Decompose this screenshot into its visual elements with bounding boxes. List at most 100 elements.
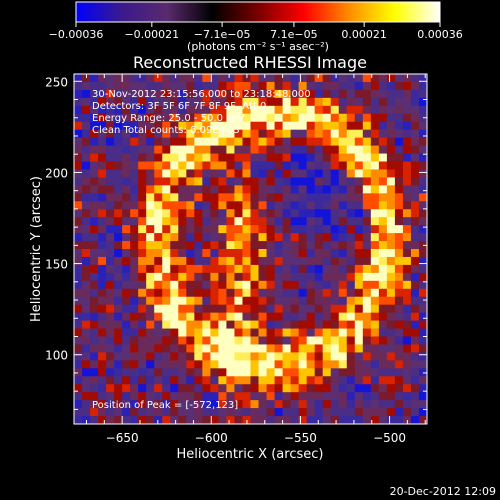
heatmap-cell [370,161,380,171]
heatmap-cell [362,280,372,290]
heatmap-cell [418,161,427,171]
heatmap-cell [242,201,252,210]
heatmap-cell [410,320,420,330]
heatmap-cell [114,328,123,338]
heatmap-cell [410,256,420,266]
heatmap-cell [218,209,228,218]
heatmap-cell [202,344,211,353]
heatmap-cell [274,249,284,258]
heatmap-cell [82,209,91,218]
heatmap-cell [146,344,155,353]
heatmap-cell [418,368,427,377]
heatmap-cell [170,256,179,266]
heatmap-cell [258,185,268,194]
heatmap-cell [154,137,163,147]
heatmap-cell [266,328,276,338]
heatmap-cell [386,225,396,234]
heatmap-cell [370,137,380,147]
colorbar-tick-label: 7.1e−05 [270,28,317,41]
heatmap-cell [250,137,260,147]
heatmap-cell [138,97,147,107]
heatmap-cell [402,241,412,250]
heatmap-cell [322,193,332,202]
heatmap-cell [338,129,348,139]
heatmap-cell [338,81,348,91]
heatmap-cell [338,328,348,338]
heatmap-cell [194,328,203,338]
heatmap-cell [186,185,195,194]
heatmap-cell [82,201,91,210]
heatmap-cell [258,129,268,139]
heatmap-cell [346,376,356,385]
heatmap-cell [226,392,236,401]
heatmap-cell [250,392,260,401]
colorbar-tick-label: −0.00021 [124,28,179,41]
heatmap-cell [298,145,308,155]
heatmap-cell [370,153,380,163]
heatmap-cell [274,177,284,186]
heatmap-cell [98,153,107,163]
heatmap-cell [298,153,308,163]
heatmap-cell [122,153,131,163]
heatmap-cell [410,185,420,194]
heatmap-cell [210,360,220,369]
heatmap-cell [418,74,427,83]
heatmap-cell [282,336,292,346]
heatmap-cell [82,169,91,178]
heatmap-cell [378,312,388,322]
heatmap-cell [202,193,211,202]
heatmap-cell [314,280,324,290]
heatmap-cell [114,304,123,314]
heatmap-cell [338,145,348,155]
heatmap-cell [210,296,220,306]
heatmap-cell [82,74,91,83]
heatmap-cell [194,360,203,369]
heatmap-cell [354,400,364,409]
heatmap-cell [250,296,260,306]
heatmap-cell [122,408,131,417]
heatmap-cell [74,400,83,409]
heatmap-cell [274,129,284,139]
heatmap-cell [242,209,252,218]
heatmap-cell [178,177,187,186]
heatmap-cell [346,264,356,274]
heatmap-cell [290,392,300,401]
heatmap-cell [114,312,123,322]
heatmap-cell [154,296,163,306]
heatmap-cell [242,368,252,377]
heatmap-cell [194,81,203,91]
heatmap-cell [338,217,348,226]
heatmap-cell [378,384,388,393]
heatmap-cell [218,113,228,123]
heatmap-cell [186,121,195,131]
heatmap-cell [354,256,364,266]
heatmap-cell [234,89,244,99]
heatmap-cell [226,416,236,424]
heatmap-cell [202,177,211,186]
heatmap-cell [98,137,107,147]
heatmap-cell [234,400,244,409]
heatmap-cell [218,121,228,131]
heatmap-cell [98,225,107,234]
heatmap-cell [322,376,332,385]
annotation-time: 30-Nov-2012 23:15:56.000 to 23:18:48.000 [92,89,311,100]
heatmap-cell [202,153,211,163]
heatmap-cell [322,185,332,194]
heatmap-cell [226,121,236,131]
heatmap-cell [354,328,364,338]
heatmap-cell [114,264,123,274]
heatmap-cell [210,209,220,218]
heatmap-cell [138,217,147,226]
heatmap-cell [418,280,427,290]
heatmap-cell [346,280,356,290]
heatmap-cell [162,376,171,385]
heatmap-cell [154,264,163,274]
heatmap-cell [242,113,252,123]
heatmap-cell [106,264,115,274]
heatmap-cell [322,320,332,330]
heatmap-cell [386,344,396,353]
heatmap-cell [170,328,179,338]
heatmap-cell [330,360,340,369]
heatmap-cell [266,416,276,424]
heatmap-cell [210,280,220,290]
